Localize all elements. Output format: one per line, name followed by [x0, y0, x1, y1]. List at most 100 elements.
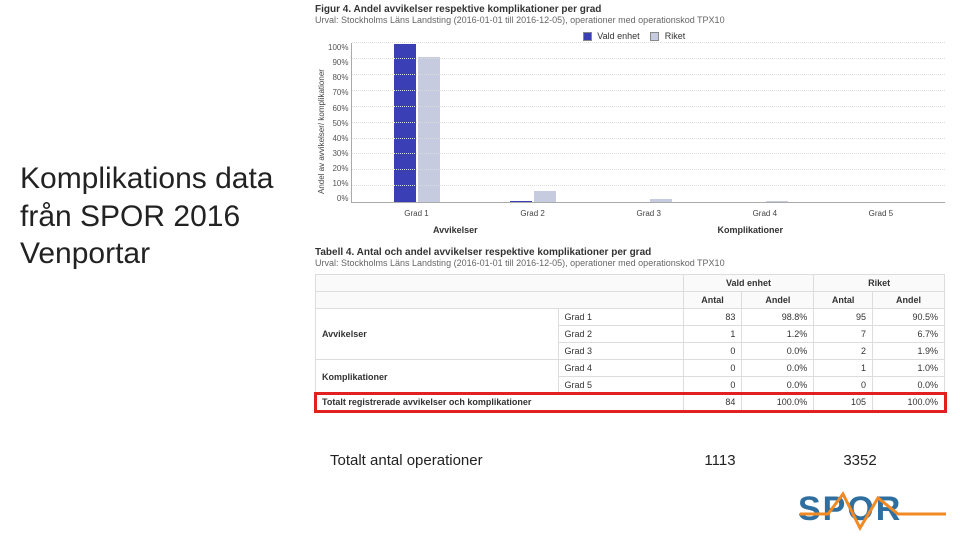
bar-chart: Andel av avvikelser/ komplikationer 100%… — [315, 43, 945, 221]
table-cell: 7 — [814, 326, 873, 343]
gridline — [352, 106, 945, 107]
x-axis-categories: Grad 1 Grad 2 Grad 3 Grad 4 Grad 5 — [352, 209, 945, 218]
y-tick: 40% — [328, 134, 348, 143]
figure-title: Figur 4. Andel avvikelser respektive kom… — [315, 4, 945, 15]
x-category-label: Grad 5 — [851, 209, 911, 218]
gridline — [352, 122, 945, 123]
col-andel-2: Andel — [872, 292, 944, 309]
table-row: KomplikationerGrad 400.0%11.0% — [316, 360, 945, 377]
table-cell: 90.5% — [872, 309, 944, 326]
table-blank-header — [316, 275, 684, 292]
table-cell: 2 — [814, 343, 873, 360]
table-cell: 0.0% — [742, 360, 814, 377]
table-cell: 0.0% — [742, 377, 814, 394]
x-category-label: Grad 4 — [735, 209, 795, 218]
bar — [650, 199, 672, 202]
table-cell: 1 — [814, 360, 873, 377]
table-cell: Grad 1 — [558, 309, 683, 326]
gridline — [352, 90, 945, 91]
x-category-label: Grad 2 — [503, 209, 563, 218]
bar-group — [387, 44, 447, 202]
legend-label-1: Vald enhet — [597, 31, 639, 41]
y-tick: 30% — [328, 149, 348, 158]
x-axis-sections: Avvikelser Komplikationer — [355, 225, 945, 235]
y-axis-label: Andel av avvikelser/ komplikationer — [315, 43, 328, 221]
gridline — [352, 42, 945, 43]
bar-group — [503, 191, 563, 202]
section-komplikationer: Komplikationer — [316, 360, 559, 394]
legend-swatch-1 — [583, 32, 592, 41]
bar — [534, 191, 556, 202]
table-cell: 1.2% — [742, 326, 814, 343]
figure-subtitle: Urval: Stockholms Läns Landsting (2016-0… — [315, 15, 945, 25]
table-blank-header2 — [316, 292, 684, 309]
section-avvikelser: Avvikelser — [316, 309, 559, 360]
gridline — [352, 58, 945, 59]
table-cell: Grad 2 — [558, 326, 683, 343]
spor-logo: SPOR — [798, 484, 948, 532]
table-cell: 83 — [683, 309, 742, 326]
y-axis-ticks: 100% 90% 80% 70% 60% 50% 40% 30% 20% 10% 0% — [328, 43, 351, 221]
gridline — [352, 169, 945, 170]
table-cell: 0.0% — [742, 343, 814, 360]
y-tick: 60% — [328, 104, 348, 113]
table-cell: Grad 4 — [558, 360, 683, 377]
y-tick: 100% — [328, 43, 348, 52]
y-tick: 80% — [328, 73, 348, 82]
table-cell: 98.8% — [742, 309, 814, 326]
bar-group — [619, 199, 679, 202]
col-antal-1: Antal — [683, 292, 742, 309]
figure-block: Figur 4. Andel avvikelser respektive kom… — [315, 4, 945, 411]
y-tick: 20% — [328, 164, 348, 173]
table-row: AvvikelserGrad 18398.8%9590.5% — [316, 309, 945, 326]
table-cell: 1.9% — [872, 343, 944, 360]
table-cell: 0 — [683, 377, 742, 394]
table-title: Tabell 4. Antal och andel avvikelser res… — [315, 247, 945, 258]
gridline — [352, 74, 945, 75]
gridline — [352, 138, 945, 139]
total-cell: 105 — [814, 394, 873, 411]
summary-value-2: 3352 — [790, 452, 930, 469]
y-tick: 70% — [328, 88, 348, 97]
col-antal-2: Antal — [814, 292, 873, 309]
bar — [394, 44, 416, 202]
slide-title-block: Komplikations data från SPOR 2016 Venpor… — [20, 160, 290, 273]
legend-label-2: Riket — [665, 31, 686, 41]
table-cell: 0 — [683, 343, 742, 360]
summary-row: Totalt antal operationer 1113 3352 — [330, 452, 930, 469]
table-cell: 6.7% — [872, 326, 944, 343]
y-tick: 90% — [328, 58, 348, 67]
table-cell: 0 — [814, 377, 873, 394]
bar — [418, 57, 440, 203]
table-total-row: Totalt registrerade avvikelser och kompl… — [316, 394, 945, 411]
table-group-riket: Riket — [814, 275, 945, 292]
bar-group — [735, 201, 795, 203]
gridline — [352, 185, 945, 186]
y-tick: 0% — [328, 194, 348, 203]
legend-swatch-2 — [650, 32, 659, 41]
y-tick: 10% — [328, 179, 348, 188]
x-section-avvikelser: Avvikelser — [355, 225, 556, 235]
total-cell: 100.0% — [872, 394, 944, 411]
total-cell: 100.0% — [742, 394, 814, 411]
chart-legend: Vald enhet Riket — [315, 31, 945, 41]
table-cell: 0 — [683, 360, 742, 377]
gridline — [352, 153, 945, 154]
y-tick: 50% — [328, 119, 348, 128]
table-cell: 0.0% — [872, 377, 944, 394]
total-cell: 84 — [683, 394, 742, 411]
bar — [510, 201, 532, 203]
x-category-label: Grad 1 — [387, 209, 447, 218]
data-table: Vald enhet Riket Antal Andel Antal Andel… — [315, 274, 945, 411]
table-subtitle: Urval: Stockholms Läns Landsting (2016-0… — [315, 258, 945, 268]
table-cell: 95 — [814, 309, 873, 326]
slide-title: Komplikations data från SPOR 2016 Venpor… — [20, 160, 290, 273]
x-category-label: Grad 3 — [619, 209, 679, 218]
chart-plot-area: Grad 1Grad 2Grad 3Grad 4Grad 5 — [351, 43, 945, 203]
table-cell: 1 — [683, 326, 742, 343]
table-group-vald-enhet: Vald enhet — [683, 275, 814, 292]
bar — [766, 201, 788, 203]
table-cell: 1.0% — [872, 360, 944, 377]
col-andel-1: Andel — [742, 292, 814, 309]
x-section-komplikationer: Komplikationer — [556, 225, 945, 235]
